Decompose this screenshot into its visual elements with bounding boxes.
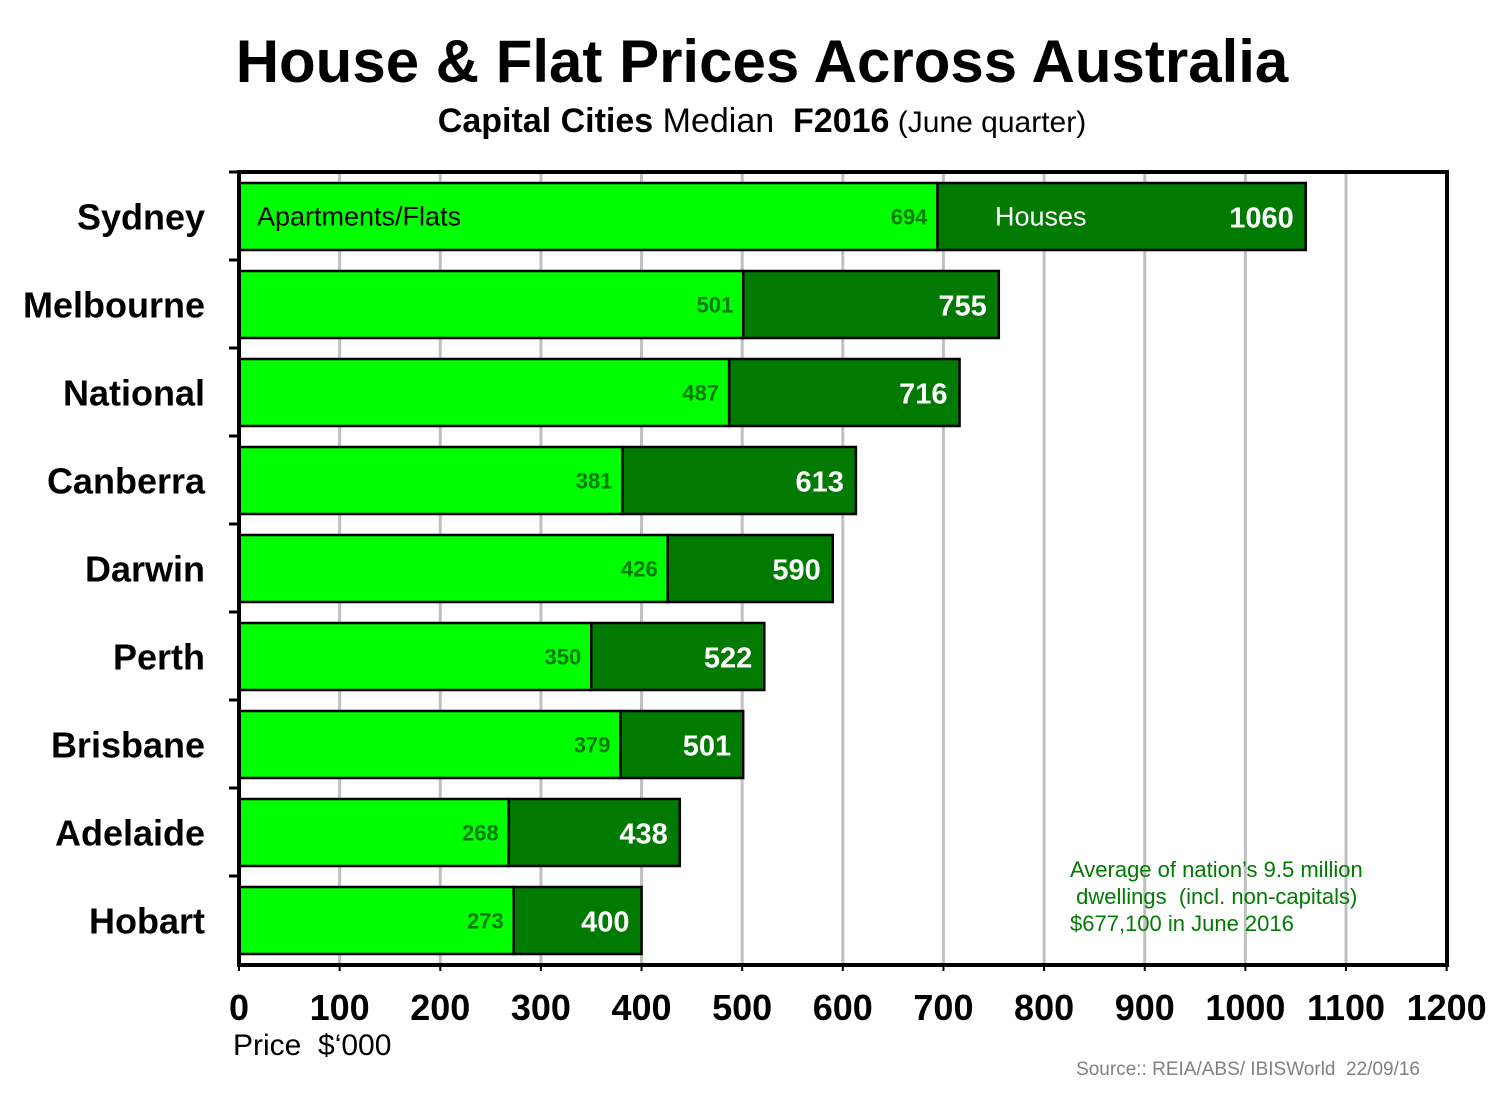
chart-subtitle: Capital Cities Median F2016 (June quarte… <box>438 102 1086 140</box>
x-tick-label: 300 <box>511 987 571 1028</box>
x-tick-label: 1100 <box>1307 987 1385 1028</box>
houses-value-label: 590 <box>772 555 820 587</box>
flats-value-label: 694 <box>891 205 928 230</box>
bar-houses <box>512 885 643 956</box>
x-tick-label: 800 <box>1014 987 1074 1028</box>
x-tick-label: 700 <box>913 987 973 1028</box>
flats-value-label: 350 <box>545 645 582 670</box>
houses-value-label: 501 <box>683 731 731 763</box>
x-tick-label: 400 <box>612 987 672 1028</box>
flats-value-label: 379 <box>574 733 611 758</box>
category-label: Canberra <box>47 461 206 502</box>
houses-value-label: 438 <box>619 819 667 851</box>
x-tick-label: 1200 <box>1407 987 1487 1028</box>
x-tick-label: 100 <box>310 987 370 1028</box>
bar-houses <box>666 533 835 604</box>
x-tick-label: 900 <box>1115 987 1175 1028</box>
x-tick-label: 200 <box>410 987 470 1028</box>
x-axis-label: Price $‘000 <box>233 1029 391 1062</box>
flats-value-label: 426 <box>621 557 658 582</box>
annotation-line: dwellings (incl. non-capitals) <box>1070 884 1357 909</box>
houses-value-label: 716 <box>899 379 947 411</box>
bar-flats <box>237 181 939 252</box>
category-label: Melbourne <box>23 285 205 326</box>
chart-title: House & Flat Prices Across Australia <box>236 28 1289 95</box>
flats-value-label: 273 <box>467 909 504 934</box>
category-label: Hobart <box>89 901 205 942</box>
category-labels: Sydney Melbourne National Canberra Darwin Per… <box>23 170 239 942</box>
flats-value-label: 501 <box>696 293 733 318</box>
category-label: Adelaide <box>55 813 205 854</box>
flats-value-label: 487 <box>682 381 719 406</box>
bar-flats <box>237 709 622 780</box>
bar-flats <box>237 533 669 604</box>
houses-value-label: 400 <box>581 907 629 939</box>
annotation: Average of nation’s 9.5 million dwelling… <box>1070 857 1363 936</box>
category-label: Sydney <box>77 197 205 238</box>
bar-flats <box>237 445 624 516</box>
subtitle-part: (June quarter) <box>889 106 1086 139</box>
bar-flats <box>237 357 731 428</box>
x-axis: 0 100 200 300 400 500 600 700 800 900 1000 1100 1200 <box>229 965 1487 1028</box>
annotation-line: Average of nation’s 9.5 million <box>1070 857 1363 882</box>
subtitle-part: Capital Cities <box>438 102 653 140</box>
source-note: Source:: REIA/ABS/ IBISWorld 22/09/16 <box>1076 1059 1420 1080</box>
x-tick-label: 1000 <box>1205 987 1285 1028</box>
subtitle-part: F2016 <box>793 102 889 140</box>
bar-houses <box>507 797 682 868</box>
bar-houses <box>936 181 1307 252</box>
bar-flats <box>237 269 745 340</box>
subtitle-part: Median <box>653 102 793 140</box>
houses-value-label: 522 <box>704 643 752 675</box>
flats-value-label: 268 <box>462 821 499 846</box>
annotation-line: $677,100 in June 2016 <box>1070 911 1294 936</box>
bars: 694 1060 Apartments/Flats Houses 501 755 487 71… <box>237 181 1307 956</box>
bar-flats <box>237 621 593 692</box>
houses-value-label: 1060 <box>1229 203 1294 235</box>
category-label: Perth <box>113 637 205 678</box>
category-label: Brisbane <box>51 725 205 766</box>
x-tick-label: 500 <box>712 987 772 1028</box>
category-label: Darwin <box>85 549 205 590</box>
x-tick-label: 0 <box>229 987 249 1028</box>
legend-label-flats: Apartments/Flats <box>257 202 461 232</box>
category-label: National <box>63 373 205 414</box>
houses-value-label: 755 <box>938 291 986 323</box>
x-tick-label: 600 <box>813 987 873 1028</box>
flats-value-label: 381 <box>576 469 613 494</box>
houses-value-label: 613 <box>796 467 844 499</box>
legend-label-houses: Houses <box>995 202 1087 232</box>
bar-flats <box>237 797 510 868</box>
